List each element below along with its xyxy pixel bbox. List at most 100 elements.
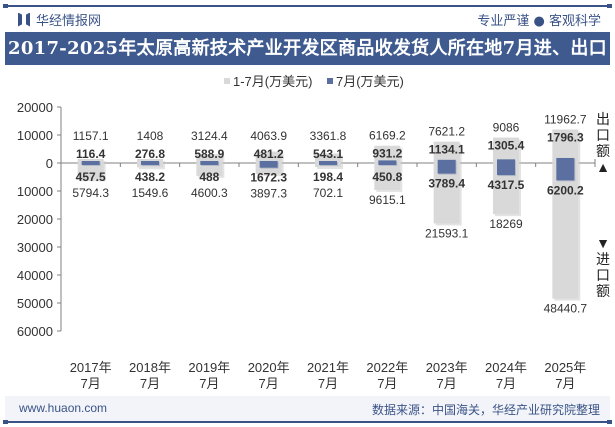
label-cumulative-import: 21593.1 xyxy=(425,226,469,240)
x-category-label: 7月 xyxy=(555,376,575,391)
x-category-label: 2025年 xyxy=(544,360,586,375)
y-tick-label: 40000 xyxy=(17,268,53,283)
slogan: 专业严谨 ● 客观科学 xyxy=(477,14,601,29)
bar-cumulative xyxy=(552,129,579,299)
label-cumulative-import: 5794.3 xyxy=(72,186,109,200)
y-tick-label: 10000 xyxy=(17,128,53,143)
x-category-label: 2018年 xyxy=(129,360,171,375)
label-cumulative-export: 3361.8 xyxy=(310,129,347,143)
bar-monthly xyxy=(556,157,575,181)
label-cumulative-export: 6169.2 xyxy=(369,129,406,143)
x-category-label: 2017年 xyxy=(70,360,112,375)
bar-monthly xyxy=(200,161,219,165)
x-category-label: 2021年 xyxy=(307,360,349,375)
label-cumulative-export: 9086 xyxy=(493,121,520,135)
label-monthly-import: 438.2 xyxy=(135,170,165,184)
label-monthly-import: 198.4 xyxy=(313,170,343,184)
x-category-label: 2020年 xyxy=(248,360,290,375)
x-category-label: 7月 xyxy=(199,376,219,391)
import-axis-label: 额 xyxy=(596,283,610,299)
export-axis-label: ▲ xyxy=(596,159,610,175)
label-cumulative-import: 18269 xyxy=(489,217,523,231)
import-axis-label: 口 xyxy=(596,267,610,283)
export-axis-label: 出 xyxy=(596,111,610,127)
legend-swatch-monthly xyxy=(327,78,333,84)
label-monthly-export: 481.2 xyxy=(254,147,284,161)
label-monthly-export: 588.9 xyxy=(194,147,224,161)
label-cumulative-export: 7621.2 xyxy=(428,125,465,139)
bar-monthly xyxy=(259,161,278,168)
legend-label-monthly: 7月(万美元) xyxy=(336,74,404,89)
bar-monthly xyxy=(437,159,456,174)
x-category-label: 7月 xyxy=(437,376,457,391)
label-monthly-import: 3789.4 xyxy=(428,177,465,191)
label-monthly-import: 6200.2 xyxy=(547,183,584,197)
label-monthly-export: 931.2 xyxy=(372,147,402,161)
export-axis-label: 额 xyxy=(596,143,610,159)
bar-monthly xyxy=(378,160,397,165)
brand-name: 华经情报网 xyxy=(36,14,102,29)
label-monthly-import: 4317.5 xyxy=(488,178,525,192)
label-cumulative-export: 3124.4 xyxy=(191,129,228,143)
bar-cumulative xyxy=(374,145,401,190)
website-url: www.huaon.com xyxy=(19,401,108,415)
legend-label-cumulative: 1-7月(万美元) xyxy=(233,74,312,89)
bar-chart: 1-7月(万美元) 7月(万美元) 20000 10000 0 10000 20000 300… xyxy=(17,74,610,391)
x-category-label: 7月 xyxy=(259,376,279,391)
bar-monthly xyxy=(81,161,100,165)
x-category-label: 2023年 xyxy=(426,360,468,375)
top-border xyxy=(3,4,612,8)
chart-title: 2017-2025年太原高新技术产业开发区商品收发货人所在地7月进、出口额 xyxy=(5,32,610,92)
label-monthly-import: 488 xyxy=(199,170,219,184)
bar-cumulative xyxy=(493,137,519,215)
x-category-label: 7月 xyxy=(140,376,160,391)
y-tick-label: 20000 xyxy=(17,212,53,227)
chart-area: 1-7月(万美元) 7月(万美元) 20000 10000 0 10000 20000 300… xyxy=(0,66,615,396)
bar-monthly xyxy=(319,161,337,165)
x-category-label: 2019年 xyxy=(188,360,230,375)
label-cumulative-export: 4063.9 xyxy=(250,129,287,143)
label-cumulative-export: 1157.1 xyxy=(73,129,109,143)
label-cumulative-export: 1408 xyxy=(137,129,164,143)
label-monthly-export: 1796.3 xyxy=(547,131,584,145)
y-tick-label: 60000 xyxy=(17,324,53,339)
x-category-label: 7月 xyxy=(377,376,397,391)
x-category-label: 7月 xyxy=(318,376,338,391)
label-cumulative-import: 1549.6 xyxy=(132,186,169,200)
bottom-border xyxy=(3,420,612,424)
bar-monthly xyxy=(141,161,159,165)
label-cumulative-import: 48440.7 xyxy=(544,302,588,316)
label-cumulative-import: 9615.1 xyxy=(369,193,406,207)
label-monthly-export: 543.1 xyxy=(313,147,343,161)
bar-cumulative xyxy=(196,154,223,176)
label-cumulative-import: 3897.3 xyxy=(250,187,287,201)
label-monthly-import: 457.5 xyxy=(76,170,106,184)
legend-swatch-cumulative xyxy=(224,78,230,84)
label-monthly-import: 1672.3 xyxy=(250,171,287,185)
bar-cumulative xyxy=(433,141,460,224)
y-tick-label: 10000 xyxy=(17,184,53,199)
import-axis-label: ▼ xyxy=(596,235,610,251)
label-monthly-export: 276.8 xyxy=(135,147,165,161)
label-cumulative-import: 4600.3 xyxy=(191,186,228,200)
import-axis-label: 进 xyxy=(596,251,610,267)
label-monthly-export: 116.4 xyxy=(76,147,106,161)
footer: www.huaon.com 数据来源：中国海关，华经产业研究院整理 xyxy=(5,396,610,421)
y-tick-label: 0 xyxy=(46,156,53,171)
export-axis-label: 口 xyxy=(596,127,610,143)
label-cumulative-import: 702.1 xyxy=(313,186,343,200)
x-category-label: 2022年 xyxy=(366,360,408,375)
data-source: 数据来源：中国海关，华经产业研究院整理 xyxy=(371,403,600,417)
label-monthly-export: 1134.1 xyxy=(429,143,465,157)
label-monthly-export: 1305.4 xyxy=(488,139,525,153)
brand: 华经情报网 xyxy=(18,10,101,29)
x-category-label: 7月 xyxy=(496,376,516,391)
bar-monthly xyxy=(497,159,515,176)
y-tick-label: 20000 xyxy=(17,100,53,115)
huajing-logo-icon xyxy=(18,13,30,27)
label-cumulative-export: 11962.7 xyxy=(544,113,587,127)
x-category-label: 2024年 xyxy=(485,360,527,375)
x-category-label: 7月 xyxy=(81,376,101,391)
y-tick-label: 50000 xyxy=(17,296,53,311)
label-monthly-import: 450.8 xyxy=(372,170,402,184)
